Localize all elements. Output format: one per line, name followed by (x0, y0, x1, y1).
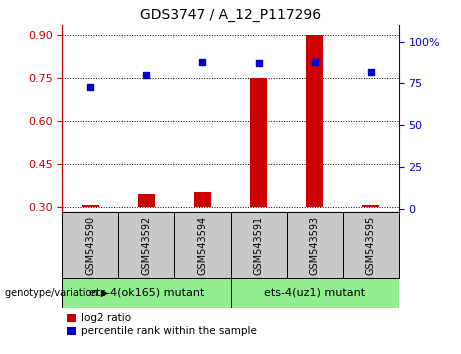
Bar (62, 212, 118, 278)
Bar (250, 78, 267, 207)
Point (142, 72, 150, 78)
Text: GSM543594: GSM543594 (197, 216, 207, 275)
Point (311, 59, 318, 64)
Point (87, 84, 94, 90)
Bar (174, 212, 230, 278)
Bar (287, 212, 343, 278)
Bar (306, 35, 323, 207)
Bar (362, 205, 379, 207)
Bar (82, 205, 99, 207)
Bar (138, 194, 155, 207)
Text: ets-4(uz1) mutant: ets-4(uz1) mutant (264, 288, 365, 298)
Point (367, 69, 374, 74)
Text: genotype/variation ▶: genotype/variation ▶ (5, 288, 108, 298)
Text: ets-4(ok165) mutant: ets-4(ok165) mutant (89, 288, 204, 298)
Text: GSM543592: GSM543592 (142, 216, 151, 275)
Title: GDS3747 / A_12_P117296: GDS3747 / A_12_P117296 (140, 8, 321, 22)
Bar (230, 278, 399, 308)
Bar (230, 212, 287, 278)
Point (255, 61, 262, 66)
Bar (118, 212, 174, 278)
Text: GSM543590: GSM543590 (85, 216, 95, 275)
Bar (62, 278, 230, 308)
Text: GSM543591: GSM543591 (254, 216, 264, 275)
Bar (343, 212, 399, 278)
Legend: log2 ratio, percentile rank within the sample: log2 ratio, percentile rank within the s… (67, 313, 257, 336)
Point (199, 59, 206, 64)
Text: GSM543595: GSM543595 (366, 216, 376, 275)
Text: GSM543593: GSM543593 (310, 216, 319, 275)
Bar (194, 192, 211, 207)
